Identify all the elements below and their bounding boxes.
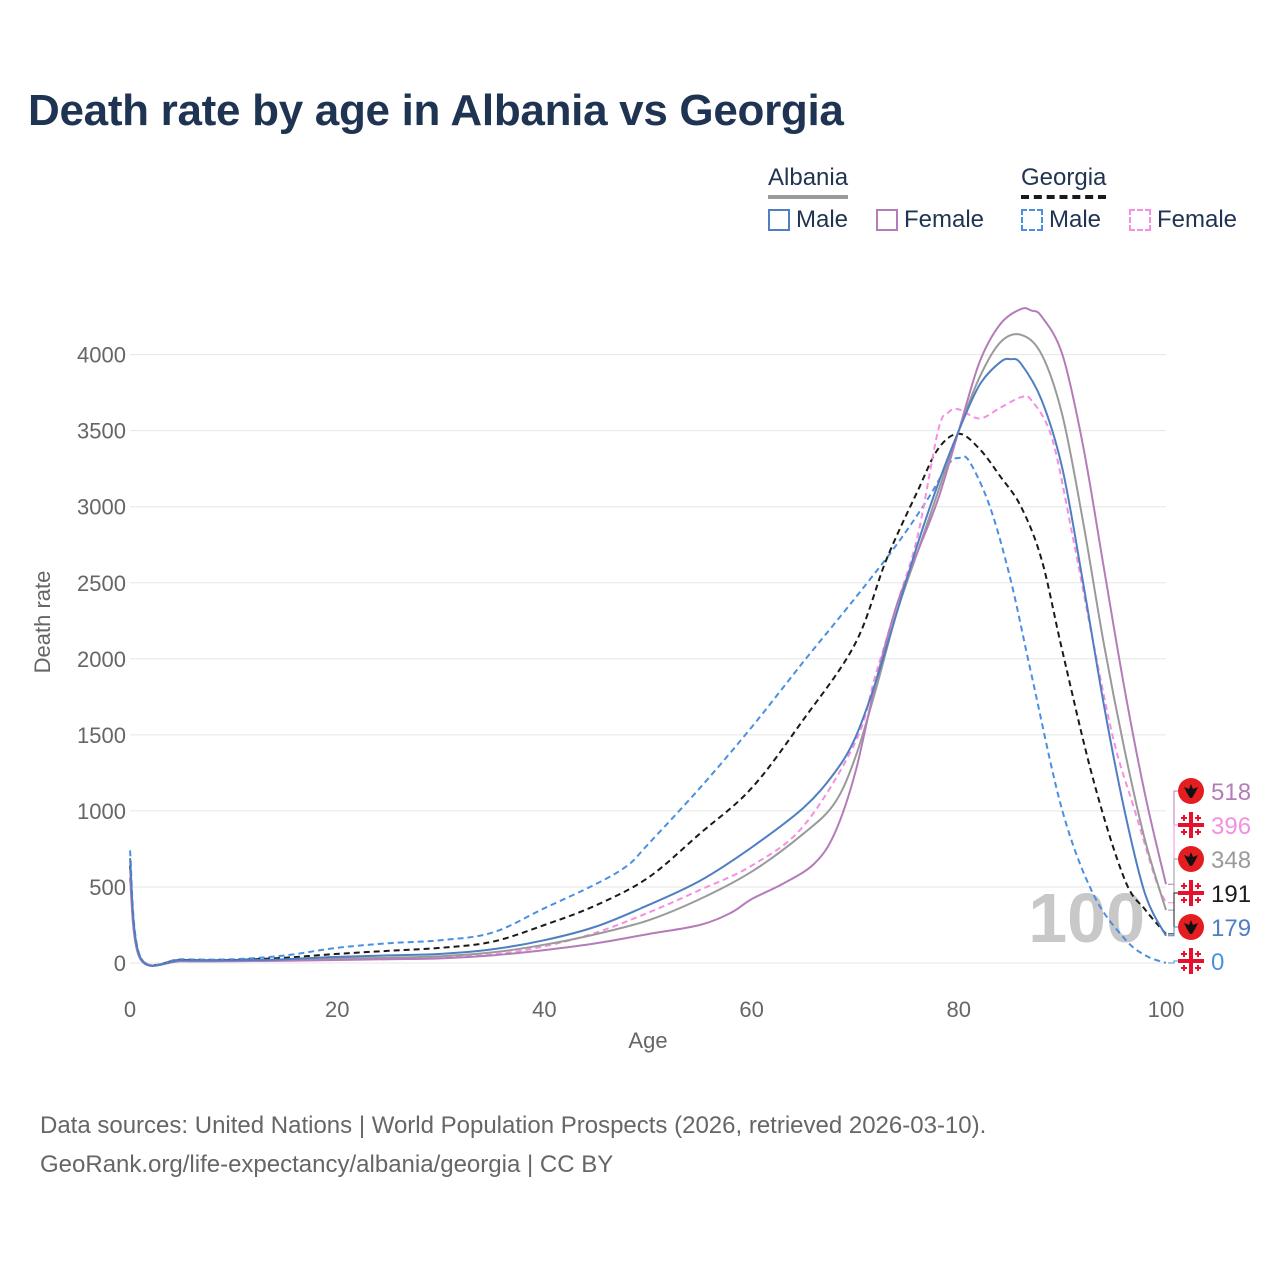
legend-georgia-male-swatch <box>1021 209 1043 231</box>
georgia-flag-icon <box>1178 948 1204 974</box>
y-tick-2500: 2500 <box>77 571 126 596</box>
end-label-albania-female: 518 <box>1211 779 1251 806</box>
line-albania-female[interactable] <box>129 307 1167 967</box>
end-label-georgia-total: 191 <box>1211 881 1251 908</box>
legend-georgia-male[interactable]: Male <box>1021 206 1101 234</box>
albania-eagle-icon <box>1184 852 1198 866</box>
y-tick-1000: 1000 <box>77 799 126 824</box>
georgia-small-cross-h-1 <box>1195 885 1201 887</box>
georgia-flag-icon <box>1178 880 1204 906</box>
series-lines <box>129 307 1167 967</box>
x-tick-0: 0 <box>124 997 136 1022</box>
georgia-cross-v <box>1189 812 1193 838</box>
x-tick-20: 20 <box>325 997 349 1022</box>
y-tick-3500: 3500 <box>77 419 126 444</box>
legend-albania-female-label: Female <box>904 206 985 233</box>
georgia-small-cross-h-3 <box>1195 899 1201 901</box>
source-line-2[interactable]: GeoRank.org/life-expectancy/albania/geor… <box>40 1151 614 1178</box>
georgia-small-cross-h-0 <box>1181 817 1187 819</box>
x-tick-labels: 0 20 40 60 80 100 <box>124 997 1184 1022</box>
legend-albania-underline <box>768 195 849 199</box>
line-georgia-female[interactable] <box>129 394 1167 967</box>
georgia-small-cross-h-2 <box>1181 899 1187 901</box>
y-tick-0: 0 <box>114 951 126 976</box>
legend-georgia-female-swatch <box>1129 209 1151 231</box>
year-watermark: 100 <box>1028 879 1145 957</box>
x-tick-60: 60 <box>739 997 763 1022</box>
georgia-small-cross-h-2 <box>1181 967 1187 969</box>
end-connector-georgia-male <box>1168 960 1180 964</box>
legend-group-albania-label: Albania <box>768 164 849 191</box>
georgia-small-cross-h-0 <box>1181 885 1187 887</box>
georgia-cross-v <box>1189 948 1193 974</box>
end-connector-albania-male <box>1168 926 1180 937</box>
georgia-small-cross-h-0 <box>1181 953 1187 955</box>
x-tick-40: 40 <box>532 997 556 1022</box>
legend-albania-male[interactable]: Male <box>768 206 848 234</box>
albania-eagle-icon <box>1184 920 1198 934</box>
y-tick-labels: 0 500 1000 1500 2000 2500 3000 3500 4000 <box>77 343 126 976</box>
end-label-albania-male: 179 <box>1211 915 1251 942</box>
line-georgia-total[interactable] <box>129 432 1167 967</box>
legend-group-georgia-label: Georgia <box>1021 164 1107 191</box>
georgia-cross-v <box>1189 880 1193 906</box>
legend-albania-male-label: Male <box>796 206 849 233</box>
georgia-small-cross-h-1 <box>1195 953 1201 955</box>
y-tick-1500: 1500 <box>77 723 126 748</box>
x-tick-80: 80 <box>947 997 971 1022</box>
legend-georgia-underline <box>1021 195 1107 199</box>
legend-georgia-female[interactable]: Female <box>1129 206 1237 234</box>
grid-lines <box>130 354 1166 964</box>
legend-albania-female[interactable]: Female <box>876 206 984 234</box>
end-label-georgia-female: 396 <box>1211 813 1251 840</box>
legend-georgia-male-label: Male <box>1049 206 1102 233</box>
end-label-albania-total: 348 <box>1211 847 1251 874</box>
x-tick-100: 100 <box>1148 997 1185 1022</box>
legend-georgia-female-label: Female <box>1157 206 1238 233</box>
legend-group-georgia[interactable]: Georgia <box>1021 164 1107 199</box>
georgia-small-cross-h-1 <box>1195 817 1201 819</box>
y-tick-2000: 2000 <box>77 647 126 672</box>
end-connector-albania-total <box>1168 858 1180 911</box>
end-labels: 518 396 348 191 179 0 <box>1168 778 1251 976</box>
line-georgia-male[interactable] <box>129 455 1167 967</box>
georgia-small-cross-h-2 <box>1181 831 1187 833</box>
legend-albania-female-swatch <box>876 209 898 231</box>
y-tick-3000: 3000 <box>77 495 126 520</box>
x-axis-label: Age <box>628 1028 667 1053</box>
end-label-georgia-male: 0 <box>1211 949 1224 976</box>
line-albania-total[interactable] <box>129 333 1167 967</box>
georgia-small-cross-h-3 <box>1195 831 1201 833</box>
y-axis-label: Death rate <box>30 571 55 674</box>
end-connector-georgia-total <box>1168 892 1180 935</box>
georgia-flag-icon <box>1178 812 1204 838</box>
albania-eagle-icon <box>1184 784 1198 798</box>
y-tick-500: 500 <box>89 875 126 900</box>
legend-group-albania[interactable]: Albania <box>768 164 849 199</box>
source-line-1: Data sources: United Nations | World Pop… <box>40 1112 987 1139</box>
line-albania-male[interactable] <box>129 357 1167 967</box>
y-tick-4000: 4000 <box>77 343 126 368</box>
chart-title: Death rate by age in Albania vs Georgia <box>28 86 844 135</box>
source-note: Data sources: United Nations | World Pop… <box>40 1106 986 1184</box>
georgia-small-cross-h-3 <box>1195 967 1201 969</box>
legend-albania-male-swatch <box>768 209 790 231</box>
